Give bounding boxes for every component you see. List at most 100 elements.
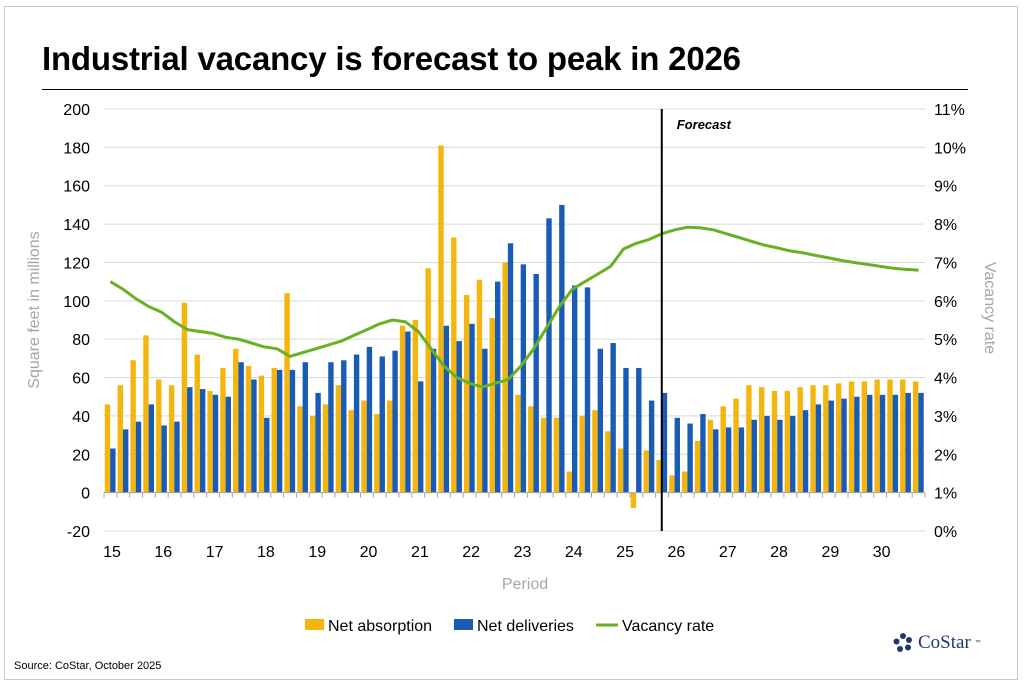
forecast-label: Forecast	[677, 117, 732, 132]
bar-net-absorption	[463, 295, 470, 493]
bar-net-absorption	[861, 381, 868, 493]
source-note: Source: CoStar, October 2025	[14, 660, 162, 672]
x-tick-label: 20	[360, 544, 378, 561]
left-axis-title: Square feet in millions	[26, 231, 43, 388]
bar-net-absorption	[810, 385, 816, 493]
vacancy-line-layer	[109, 225, 919, 389]
left-tick-label: 20	[72, 447, 90, 464]
x-tick-label: 21	[411, 544, 429, 561]
bar-net-deliveries	[790, 415, 796, 493]
bar-net-absorption	[245, 366, 252, 493]
bar-net-absorption	[156, 379, 162, 493]
bar-net-absorption	[540, 417, 547, 493]
left-tick-label: 160	[63, 179, 90, 196]
bar-net-absorption	[258, 375, 265, 493]
right-tick-label: 11%	[934, 102, 965, 119]
left-tick-label: 60	[72, 371, 90, 388]
bar-net-absorption	[412, 320, 419, 493]
bar-net-absorption	[181, 302, 188, 493]
right-tick-label: 1%	[934, 486, 957, 503]
bar-net-absorption	[438, 145, 444, 493]
bar-net-absorption	[694, 440, 701, 493]
bar-net-deliveries	[341, 360, 347, 493]
bar-net-absorption	[656, 460, 662, 493]
bar-net-absorption	[823, 385, 829, 493]
x-tick-label: 30	[873, 544, 891, 561]
x-tick-label: 29	[821, 544, 839, 561]
bar-net-deliveries	[135, 421, 142, 493]
x-tick-label: 26	[668, 544, 686, 561]
bar-net-deliveries	[533, 273, 539, 493]
bar-net-deliveries	[725, 427, 732, 493]
bar-net-absorption	[130, 360, 136, 493]
bar-net-deliveries	[110, 448, 116, 493]
bar-net-absorption	[592, 410, 598, 493]
bar-net-deliveries	[366, 346, 373, 493]
left-tick-label: 140	[63, 217, 90, 234]
costar-logo-trademark: ™	[974, 640, 981, 646]
legend-swatch-absorption	[305, 619, 324, 630]
bar-net-absorption	[361, 400, 367, 493]
bar-net-deliveries	[212, 394, 219, 493]
forecast-marker: Forecast	[660, 109, 732, 531]
bar-net-deliveries	[276, 369, 283, 493]
bar-net-deliveries	[251, 379, 257, 493]
bar-net-absorption	[669, 475, 675, 493]
bar-net-deliveries	[623, 367, 629, 493]
bar-net-absorption	[284, 293, 290, 493]
left-tick-label: 120	[63, 255, 90, 272]
legend-label-deliveries: Net deliveries	[477, 618, 574, 635]
bar-net-absorption	[835, 383, 842, 493]
bar-net-absorption	[335, 385, 342, 493]
right-tick-label: 3%	[934, 409, 957, 426]
bar-net-absorption	[733, 398, 739, 493]
left-tick-label: 40	[72, 409, 90, 426]
bar-net-absorption	[771, 390, 778, 493]
left-tick-label: -20	[67, 524, 90, 541]
bar-net-deliveries	[225, 396, 231, 493]
bar-net-deliveries	[328, 362, 334, 493]
chart-frame	[4, 6, 1018, 680]
bar-net-deliveries	[867, 394, 873, 493]
right-tick-label: 6%	[934, 294, 957, 311]
x-tick-label: 15	[103, 544, 121, 561]
bar-net-deliveries	[777, 419, 783, 493]
x-tick-label: 27	[719, 544, 737, 561]
bar-net-absorption	[117, 385, 123, 493]
right-tick-label: 8%	[934, 217, 957, 234]
legend-label-absorption: Net absorption	[328, 618, 432, 635]
bar-net-deliveries	[174, 421, 180, 493]
bar-net-deliveries	[841, 398, 847, 493]
bar-net-deliveries	[238, 362, 244, 493]
x-tick-label: 17	[206, 544, 224, 561]
bar-net-deliveries	[674, 417, 680, 493]
costar-logo: CoStar ™	[892, 632, 981, 654]
gridlines	[104, 108, 925, 532]
bar-net-absorption	[168, 385, 175, 493]
bar-net-deliveries	[597, 348, 604, 493]
x-tick-label: 25	[616, 544, 634, 561]
bar-net-deliveries	[122, 429, 129, 493]
title-divider	[42, 89, 968, 90]
bar-net-absorption	[104, 404, 111, 493]
bar-net-absorption	[194, 354, 200, 493]
bar-net-deliveries	[507, 243, 514, 493]
bar-net-deliveries	[879, 394, 886, 493]
right-axis-title: Vacancy rate	[981, 262, 998, 354]
vacancy-rate-line	[109, 225, 919, 389]
right-tick-label: 0%	[934, 524, 957, 541]
bar-net-absorption	[553, 417, 560, 493]
bar-net-deliveries	[713, 429, 719, 493]
bar-net-absorption	[759, 387, 765, 493]
bar-net-deliveries	[430, 348, 437, 493]
bar-net-absorption	[682, 471, 688, 493]
bar-net-deliveries	[315, 392, 321, 493]
x-tick-label: 24	[565, 544, 583, 561]
right-tick-label: 10%	[934, 140, 966, 157]
right-tick-label: 5%	[934, 332, 957, 349]
bar-net-absorption	[528, 406, 534, 493]
bar-net-absorption	[322, 404, 329, 493]
left-tick-label: 180	[63, 140, 90, 157]
bar-net-absorption	[143, 335, 149, 493]
bar-net-absorption	[489, 318, 496, 493]
